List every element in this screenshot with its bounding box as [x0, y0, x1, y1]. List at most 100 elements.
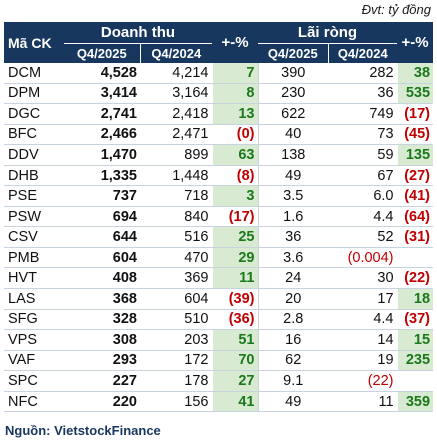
- profit-change-cell: (64): [396, 206, 434, 228]
- profit-q4-2024-cell: (22): [328, 370, 398, 392]
- revenue-change-cell: (0): [211, 124, 258, 146]
- revenue-change-cell: (8): [211, 165, 258, 187]
- revenue-q4-2024-cell: 510: [140, 309, 212, 331]
- profit-q4-2024-cell: 59: [328, 144, 398, 166]
- profit-q4-2025-cell: 20: [257, 288, 328, 310]
- profit-q4-2025-cell: 16: [257, 329, 328, 351]
- revenue-q4-2025-cell: 1,470: [64, 144, 140, 166]
- revenue-q4-2024-cell: 172: [140, 350, 212, 372]
- revenue-q4-2024-cell: 2,471: [140, 124, 212, 146]
- table-row: SPC 227 178 27 9.1 (22): [4, 370, 434, 392]
- profit-change-cell: 235: [396, 350, 434, 372]
- code-cell: DGC: [4, 103, 64, 125]
- revenue-change-cell: 63: [211, 144, 258, 166]
- profit-change-cell: 535: [396, 83, 434, 105]
- profit-q4-2025-cell: 49: [257, 165, 328, 187]
- revenue-q4-2025-cell: 694: [64, 206, 140, 228]
- profit-q4-2024-cell: 52: [328, 226, 398, 248]
- revenue-q4-2024-cell: 4,214: [140, 63, 212, 84]
- table-row: DCM 4,528 4,214 7 390 282 38: [4, 63, 434, 84]
- revenue-q4-2024-cell: 3,164: [140, 83, 212, 105]
- profit-change-cell: 15: [396, 329, 434, 351]
- profit-change-cell: (31): [396, 226, 434, 248]
- profit-q4-2024-cell: 19: [328, 350, 398, 372]
- code-cell: PSW: [4, 206, 64, 228]
- profit-q4-2024-cell: 749: [328, 103, 398, 125]
- table-row: VAF 293 172 70 62 19 235: [4, 350, 434, 372]
- profit-q4-2024-cell: 11: [328, 391, 398, 413]
- table-row: DDV 1,470 899 63 138 59 135: [4, 144, 434, 166]
- header-np-q4-2024: Q4/2024: [328, 43, 398, 63]
- revenue-q4-2025-cell: 220: [64, 391, 140, 413]
- profit-q4-2024-cell: 282: [328, 63, 398, 84]
- profit-change-cell: 359: [396, 391, 434, 413]
- revenue-q4-2025-cell: 308: [64, 329, 140, 351]
- profit-q4-2024-cell: 17: [328, 288, 398, 310]
- profit-change-cell: (37): [396, 309, 434, 331]
- code-cell: VAF: [4, 350, 64, 372]
- header-rev-q4-2025: Q4/2025: [64, 43, 141, 63]
- revenue-change-cell: (36): [211, 309, 258, 331]
- header-np-q4-2025: Q4/2025: [258, 43, 329, 63]
- profit-q4-2025-cell: 62: [257, 350, 328, 372]
- code-cell: NFC: [4, 391, 64, 413]
- revenue-q4-2025-cell: 604: [64, 247, 140, 269]
- profit-q4-2025-cell: 36: [257, 226, 328, 248]
- header-profit-pct: +-%: [397, 22, 434, 63]
- profit-q4-2024-cell: 73: [328, 124, 398, 146]
- revenue-q4-2024-cell: 156: [140, 391, 212, 413]
- table-row: NFC 220 156 41 49 11 359: [4, 391, 434, 413]
- profit-q4-2025-cell: 3.6: [257, 247, 328, 269]
- table-row: LAS 368 604 (39) 20 17 18: [4, 288, 434, 310]
- code-cell: PMB: [4, 247, 64, 269]
- profit-q4-2025-cell: 2.8: [257, 309, 328, 331]
- profit-q4-2024-cell: 4.4: [328, 206, 398, 228]
- revenue-change-cell: 13: [211, 103, 258, 125]
- profit-change-cell: (22): [396, 267, 434, 290]
- revenue-q4-2025-cell: 293: [64, 350, 140, 372]
- revenue-q4-2024-cell: 899: [140, 144, 212, 166]
- revenue-q4-2025-cell: 408: [64, 267, 140, 290]
- profit-q4-2025-cell: 3.5: [257, 185, 328, 207]
- table-row: BFC 2,466 2,471 (0) 40 73 (45): [4, 124, 434, 146]
- revenue-q4-2024-cell: 178: [140, 370, 212, 392]
- revenue-q4-2024-cell: 840: [140, 206, 212, 228]
- table-row: PMB 604 470 29 3.6 (0.004): [4, 247, 434, 269]
- revenue-change-cell: 3: [211, 185, 258, 207]
- table-row: DGC 2,741 2,418 13 622 749 (17): [4, 103, 434, 125]
- profit-q4-2024-cell: 30: [328, 267, 398, 290]
- table-row: HVT 408 369 11 24 30 (22): [4, 267, 434, 290]
- profit-q4-2024-cell: (0.004): [328, 247, 398, 269]
- code-cell: DHB: [4, 165, 64, 187]
- revenue-change-cell: 70: [211, 350, 258, 372]
- code-cell: HVT: [4, 267, 64, 290]
- revenue-q4-2025-cell: 2,466: [64, 124, 140, 146]
- revenue-q4-2024-cell: 1,448: [140, 165, 212, 187]
- revenue-q4-2024-cell: 203: [140, 329, 212, 351]
- profit-q4-2025-cell: 9.1: [257, 370, 328, 392]
- revenue-q4-2025-cell: 3,414: [64, 83, 140, 105]
- revenue-change-cell: 25: [211, 226, 258, 248]
- revenue-q4-2025-cell: 328: [64, 309, 140, 331]
- profit-q4-2025-cell: 40: [257, 124, 328, 146]
- code-cell: SPC: [4, 370, 64, 392]
- profit-change-cell: 135: [396, 144, 434, 166]
- profit-q4-2025-cell: 1.6: [257, 206, 328, 228]
- code-cell: SFG: [4, 309, 64, 331]
- profit-change-cell: [396, 247, 434, 269]
- revenue-q4-2024-cell: 604: [140, 288, 212, 310]
- code-cell: DPM: [4, 83, 64, 105]
- revenue-q4-2024-cell: 470: [140, 247, 212, 269]
- profit-change-cell: [396, 370, 434, 392]
- table-row: PSW 694 840 (17) 1.6 4.4 (64): [4, 206, 434, 228]
- revenue-change-cell: (39): [211, 288, 258, 310]
- profit-q4-2024-cell: 6.0: [328, 185, 398, 207]
- header-code: Mã CK: [4, 22, 64, 63]
- header-rev-q4-2024: Q4/2024: [140, 43, 212, 63]
- source-note: Nguồn: VietstockFinance: [5, 423, 161, 438]
- code-cell: DCM: [4, 63, 64, 84]
- revenue-change-cell: 27: [211, 370, 258, 392]
- revenue-change-cell: 51: [211, 329, 258, 351]
- revenue-change-cell: 29: [211, 247, 258, 269]
- revenue-change-cell: 7: [211, 63, 258, 84]
